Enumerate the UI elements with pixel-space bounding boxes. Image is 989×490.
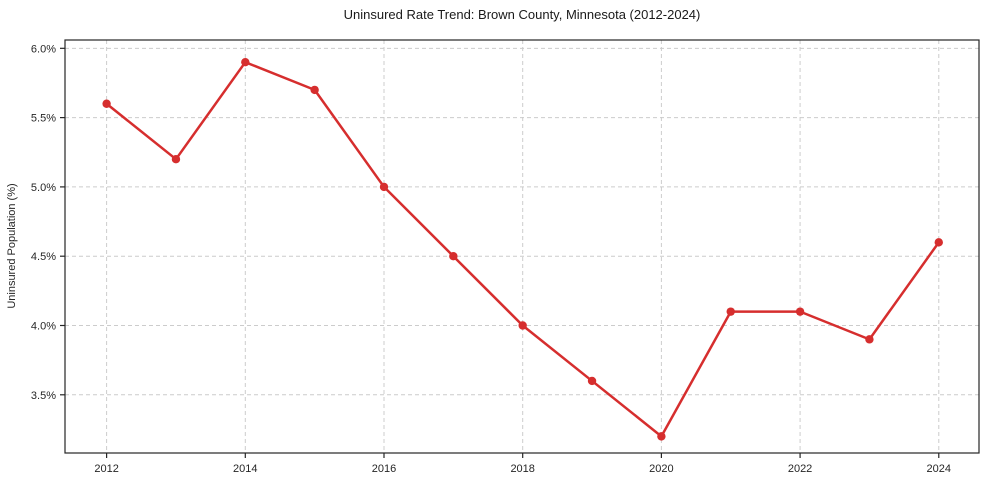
- data-point: [865, 335, 874, 344]
- x-tick-label: 2014: [233, 463, 257, 475]
- y-tick-label: 6.0%: [31, 43, 56, 55]
- data-point: [587, 376, 597, 386]
- data-point: [379, 182, 389, 192]
- chart-title: Uninsured Rate Trend: Brown County, Minn…: [343, 7, 701, 22]
- x-tick-label: 2022: [788, 463, 812, 475]
- x-tick-label: 2012: [94, 463, 118, 475]
- data-point: [726, 307, 735, 316]
- y-tick-label: 4.5%: [31, 251, 56, 263]
- y-tick-label: 5.0%: [31, 182, 56, 194]
- x-tick-label: 2020: [649, 463, 673, 475]
- plot-spines: [64, 39, 980, 454]
- data-point: [518, 321, 527, 330]
- data-point: [795, 307, 805, 316]
- data-point: [934, 238, 943, 247]
- x-tick-label: 2016: [372, 463, 396, 475]
- y-tick-label: 5.5%: [31, 113, 56, 125]
- x-tick-label: 2024: [927, 463, 951, 475]
- data-point: [449, 252, 458, 261]
- y-tick-label: 4.0%: [31, 320, 56, 332]
- data-point: [657, 432, 666, 441]
- x-tick-label: 2018: [510, 463, 534, 475]
- data-point: [310, 85, 319, 95]
- y-tick-label: 3.5%: [31, 390, 56, 402]
- data-point: [241, 57, 250, 67]
- data-point: [171, 154, 181, 164]
- data-point: [102, 99, 111, 108]
